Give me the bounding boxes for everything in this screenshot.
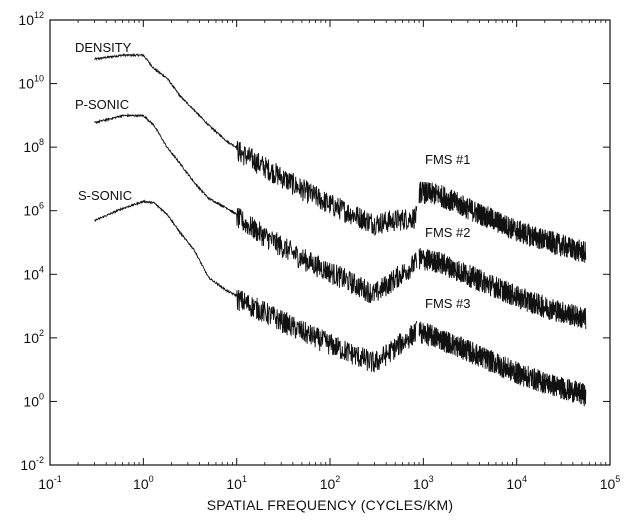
series-line	[418, 181, 587, 263]
series-label: P-SONIC	[75, 97, 129, 112]
y-tick-label: 108	[23, 137, 44, 155]
x-tick-label: 100	[133, 474, 154, 492]
series-label: S-SONIC	[78, 188, 132, 203]
series-label: DENSITY	[75, 40, 132, 55]
y-tick-label: 1012	[18, 10, 44, 28]
x-tick-label: 102	[320, 474, 341, 492]
series-line	[418, 321, 587, 407]
series-line	[418, 247, 587, 330]
series-label: FMS #3	[425, 296, 471, 311]
x-tick-label: 101	[226, 474, 247, 492]
y-tick-label: 104	[23, 264, 44, 282]
series-labels: DENSITY P-SONIC S-SONIC FMS #1 FMS #2 FMS #3	[75, 40, 471, 311]
y-tick-label: 102	[23, 328, 44, 346]
x-tick-label: 104	[506, 474, 527, 492]
series-label: FMS #1	[425, 152, 471, 167]
y-tick-label: 106	[23, 201, 44, 219]
series-line	[94, 113, 418, 304]
series-line	[94, 52, 418, 237]
y-tick-label: 1010	[18, 74, 44, 92]
x-tick-label: 10-1	[38, 474, 62, 492]
series-label: FMS #2	[425, 225, 471, 240]
series-traces	[94, 52, 587, 407]
x-tick-label: 103	[413, 474, 434, 492]
y-tick-label: 10-2	[20, 455, 44, 473]
series-line	[94, 199, 418, 373]
x-axis-ticks: 10-1 100 101 102 103 104 105	[38, 20, 620, 492]
y-tick-label: 100	[23, 391, 44, 409]
x-axis-label: SPATIAL FREQUENCY (CYCLES/KM)	[207, 497, 453, 513]
y-axis-ticks: 1012 1010 108 106 104 102 100 10-2	[18, 10, 610, 473]
plot-frame	[49, 19, 611, 466]
x-tick-label: 105	[600, 474, 621, 492]
